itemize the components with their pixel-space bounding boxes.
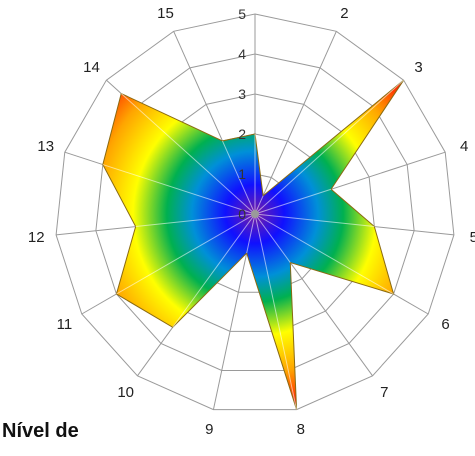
- category-labels: 123456789101112131415: [28, 0, 475, 438]
- category-label-3: 3: [414, 59, 422, 76]
- data-point-6: [254, 213, 394, 295]
- category-label-4: 4: [460, 138, 468, 155]
- data-point-11: [116, 213, 256, 295]
- data-point-10: [172, 213, 256, 328]
- category-label-14: 14: [83, 59, 100, 76]
- category-label-10: 10: [117, 384, 134, 401]
- category-label-5: 5: [470, 229, 475, 246]
- tick-label-1: 1: [238, 166, 246, 182]
- spoke-2: [254, 31, 337, 215]
- data-point-15: [222, 140, 256, 215]
- tick-label-2: 2: [238, 126, 246, 142]
- category-label-9: 9: [205, 421, 213, 438]
- series-area-0: [102, 79, 405, 410]
- data-point-8: [254, 213, 298, 410]
- category-label-6: 6: [441, 316, 449, 333]
- category-label-12: 12: [28, 229, 45, 246]
- data-area: [102, 79, 405, 410]
- grid-ring-5: [55, 13, 455, 411]
- chart-caption: Nível de: [2, 420, 79, 442]
- data-point-4: [254, 188, 332, 215]
- data-point-13: [102, 164, 256, 215]
- data-point-9: [246, 213, 256, 254]
- radial-tick-labels: 0 1 2 3 4 5: [238, 6, 246, 222]
- category-label-8: 8: [297, 421, 305, 438]
- category-label-2: 2: [340, 5, 348, 22]
- tick-label-3: 3: [238, 86, 246, 102]
- center-point: [251, 210, 259, 218]
- tick-label-0: 0: [238, 206, 246, 222]
- category-label-7: 7: [380, 384, 388, 401]
- data-point-12: [135, 213, 256, 228]
- data-point-14: [120, 93, 256, 215]
- category-label-1: 1: [251, 0, 259, 3]
- category-label-11: 11: [57, 316, 73, 333]
- tick-label-5: 5: [238, 6, 246, 22]
- data-point-7: [254, 213, 291, 263]
- data-point-5: [254, 213, 375, 228]
- tick-label-4: 4: [238, 46, 246, 62]
- category-label-13: 13: [37, 138, 54, 155]
- data-point-3: [254, 79, 404, 215]
- category-label-15: 15: [157, 5, 174, 22]
